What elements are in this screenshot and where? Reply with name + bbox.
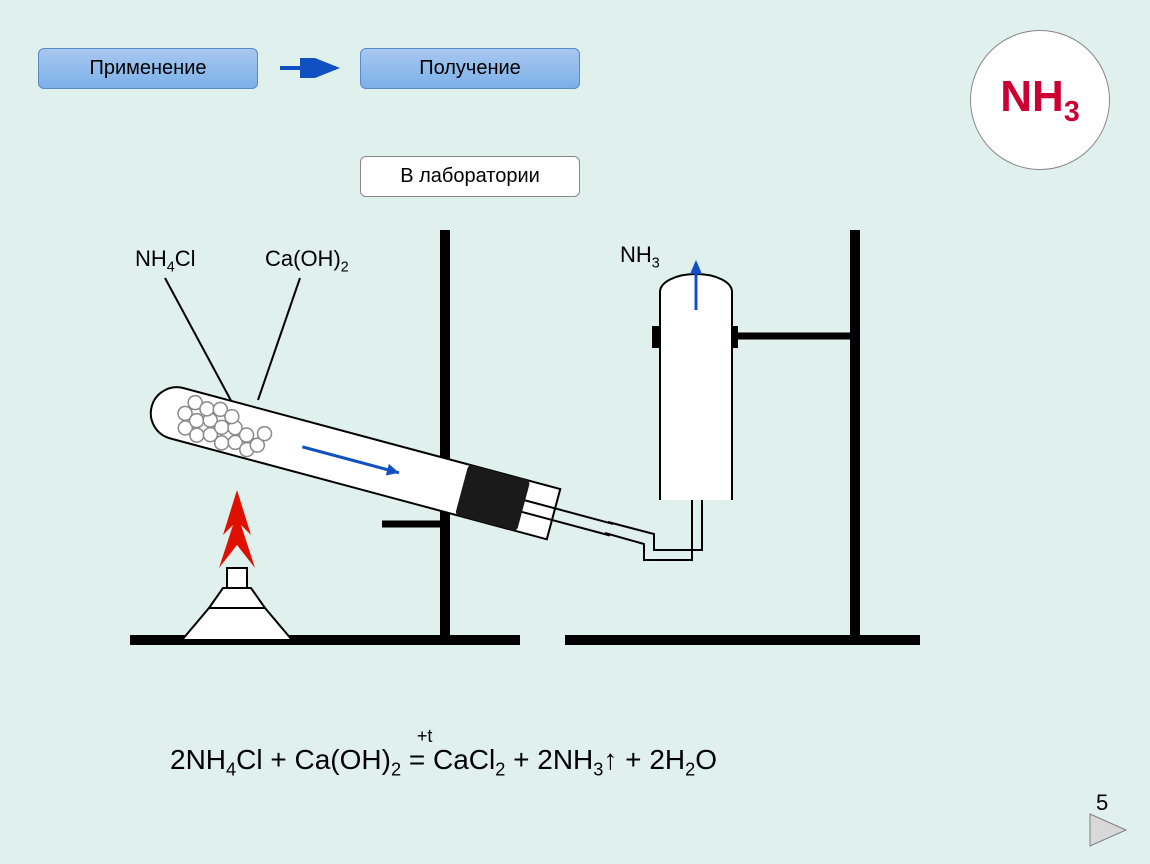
reaction-equation: 2NH4Cl + Ca(OH)2 +t = CaCl2 + 2NH3↑ + 2H…	[170, 744, 717, 781]
apparatus-diagram	[0, 0, 1150, 700]
next-slide-icon[interactable]	[1086, 810, 1130, 850]
